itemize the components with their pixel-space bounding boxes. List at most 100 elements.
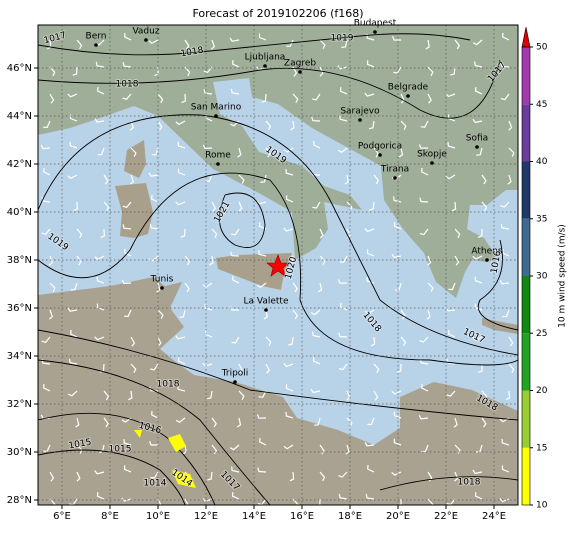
- isobar: [38, 412, 216, 505]
- wind-barb: [472, 469, 483, 475]
- wind-barb: [204, 304, 213, 311]
- wind-barb: [103, 201, 110, 212]
- wind-barb: [49, 93, 55, 104]
- wind-barb: [151, 194, 159, 203]
- isobar: [38, 33, 471, 56]
- wind-barb: [184, 39, 190, 50]
- wind-barb: [373, 390, 379, 401]
- city-label: Vaduz: [132, 27, 159, 37]
- wind-barb: [48, 309, 54, 320]
- wind-barb: [238, 363, 243, 374]
- wind-barb: [157, 93, 164, 104]
- wind-barb: [231, 466, 240, 473]
- wind-barb: [48, 255, 54, 266]
- wind-barb: [94, 255, 105, 261]
- wind-barb: [450, 66, 456, 76]
- wind-barb: [477, 228, 483, 238]
- wind-barb: [368, 120, 375, 130]
- wind-barb: [43, 167, 51, 176]
- wind-barb: [203, 66, 213, 74]
- wind-barb: [129, 174, 135, 185]
- wind-barb: [346, 201, 353, 211]
- isobar-label: 1014: [144, 479, 167, 489]
- wind-barb: [418, 415, 429, 420]
- colorbar-segment: [522, 276, 530, 334]
- wind-barb: [398, 147, 404, 158]
- isobar-label: 1019: [331, 34, 354, 44]
- wind-barb: [263, 309, 268, 320]
- wind-area: [168, 434, 186, 452]
- colorbar-segment: [522, 447, 530, 505]
- wind-barb: [426, 309, 431, 320]
- wind-barb: [508, 336, 514, 347]
- wind-barb: [231, 228, 240, 236]
- y-tick-label: 32°N: [7, 399, 32, 410]
- x-tick-label: 22°E: [434, 511, 458, 522]
- wind-barb: [454, 471, 459, 482]
- city-dot: [475, 145, 479, 149]
- wind-barb: [346, 417, 353, 427]
- city-dot: [298, 70, 302, 74]
- wind-barb: [67, 307, 78, 312]
- wind-barb: [204, 330, 213, 338]
- y-tick-label: 34°N: [7, 351, 32, 362]
- x-tick-label: 8°E: [101, 511, 119, 522]
- wind-barb: [481, 390, 488, 401]
- wind-barb: [283, 227, 294, 232]
- wind-barb: [285, 384, 294, 392]
- wind-barb: [345, 444, 350, 455]
- wind-barb: [175, 417, 186, 424]
- wind-barb: [373, 174, 380, 185]
- city-label: Budapest: [354, 19, 397, 29]
- wind-barb: [400, 336, 407, 347]
- city-label: Bern: [86, 32, 107, 42]
- wind-barb: [391, 471, 402, 476]
- wind-barb: [76, 228, 83, 239]
- wind-barb: [341, 39, 348, 48]
- wind-barb: [68, 358, 78, 365]
- wind-barb: [427, 255, 432, 266]
- wind-barb: [507, 174, 512, 185]
- colorbar-extend: [521, 26, 531, 48]
- wind-barb: [97, 147, 105, 156]
- wind-barb: [317, 282, 323, 293]
- city-label: Tripoli: [221, 369, 249, 379]
- wind-barb: [400, 499, 402, 505]
- city-dot: [216, 162, 220, 166]
- colorbar-tick-label: 30: [536, 272, 548, 282]
- wind-barb: [122, 62, 132, 68]
- wind-barb: [265, 363, 270, 374]
- wind-barb: [499, 280, 510, 285]
- isobar: [38, 172, 518, 366]
- wind-barb: [400, 120, 407, 130]
- wind-barb: [312, 93, 321, 101]
- city-dot: [485, 258, 489, 262]
- wind-barb: [67, 93, 78, 98]
- wind-barb: [202, 144, 213, 150]
- wind-barb: [500, 201, 510, 208]
- wind-barb: [364, 92, 375, 97]
- wind-barb: [285, 195, 294, 203]
- city-label: Tunis: [150, 275, 174, 285]
- wind-barb: [121, 279, 132, 285]
- city-dot: [264, 308, 268, 312]
- wind-barb: [41, 197, 51, 203]
- wind-barb: [366, 60, 375, 68]
- wind-barb: [129, 120, 135, 131]
- wind-barb: [314, 417, 321, 426]
- wind-barb: [70, 282, 78, 291]
- wind-barb: [211, 201, 217, 212]
- wind-barb: [369, 201, 375, 211]
- wind-barb: [501, 438, 510, 446]
- wind-barb: [96, 303, 105, 311]
- wind-barb: [373, 363, 380, 374]
- wind-barb: [229, 444, 240, 451]
- wind-barb: [236, 417, 242, 428]
- city-label: Sarajevo: [340, 107, 380, 117]
- wind-barb: [67, 174, 78, 180]
- wind-barb: [283, 363, 294, 368]
- wind-barb: [445, 307, 456, 312]
- wind-barb: [338, 471, 348, 478]
- wind-barb: [96, 276, 105, 284]
- colorbar-tick-label: 35: [536, 214, 547, 224]
